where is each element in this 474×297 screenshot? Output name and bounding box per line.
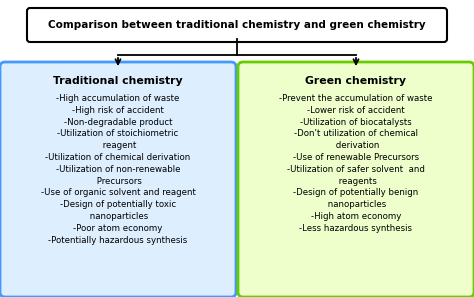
FancyBboxPatch shape	[27, 8, 447, 42]
Text: -High accumulation of waste
-High risk of accident
-Non-degradable product
-Util: -High accumulation of waste -High risk o…	[41, 94, 195, 245]
FancyBboxPatch shape	[0, 62, 236, 297]
Text: Comparison between traditional chemistry and green chemistry: Comparison between traditional chemistry…	[48, 20, 426, 30]
FancyBboxPatch shape	[238, 62, 474, 297]
Text: -Prevent the accumulation of waste
-Lower risk of accident
-Utilization of bioca: -Prevent the accumulation of waste -Lowe…	[279, 94, 433, 233]
Text: Green chemistry: Green chemistry	[306, 76, 407, 86]
Text: Traditional chemistry: Traditional chemistry	[53, 76, 183, 86]
